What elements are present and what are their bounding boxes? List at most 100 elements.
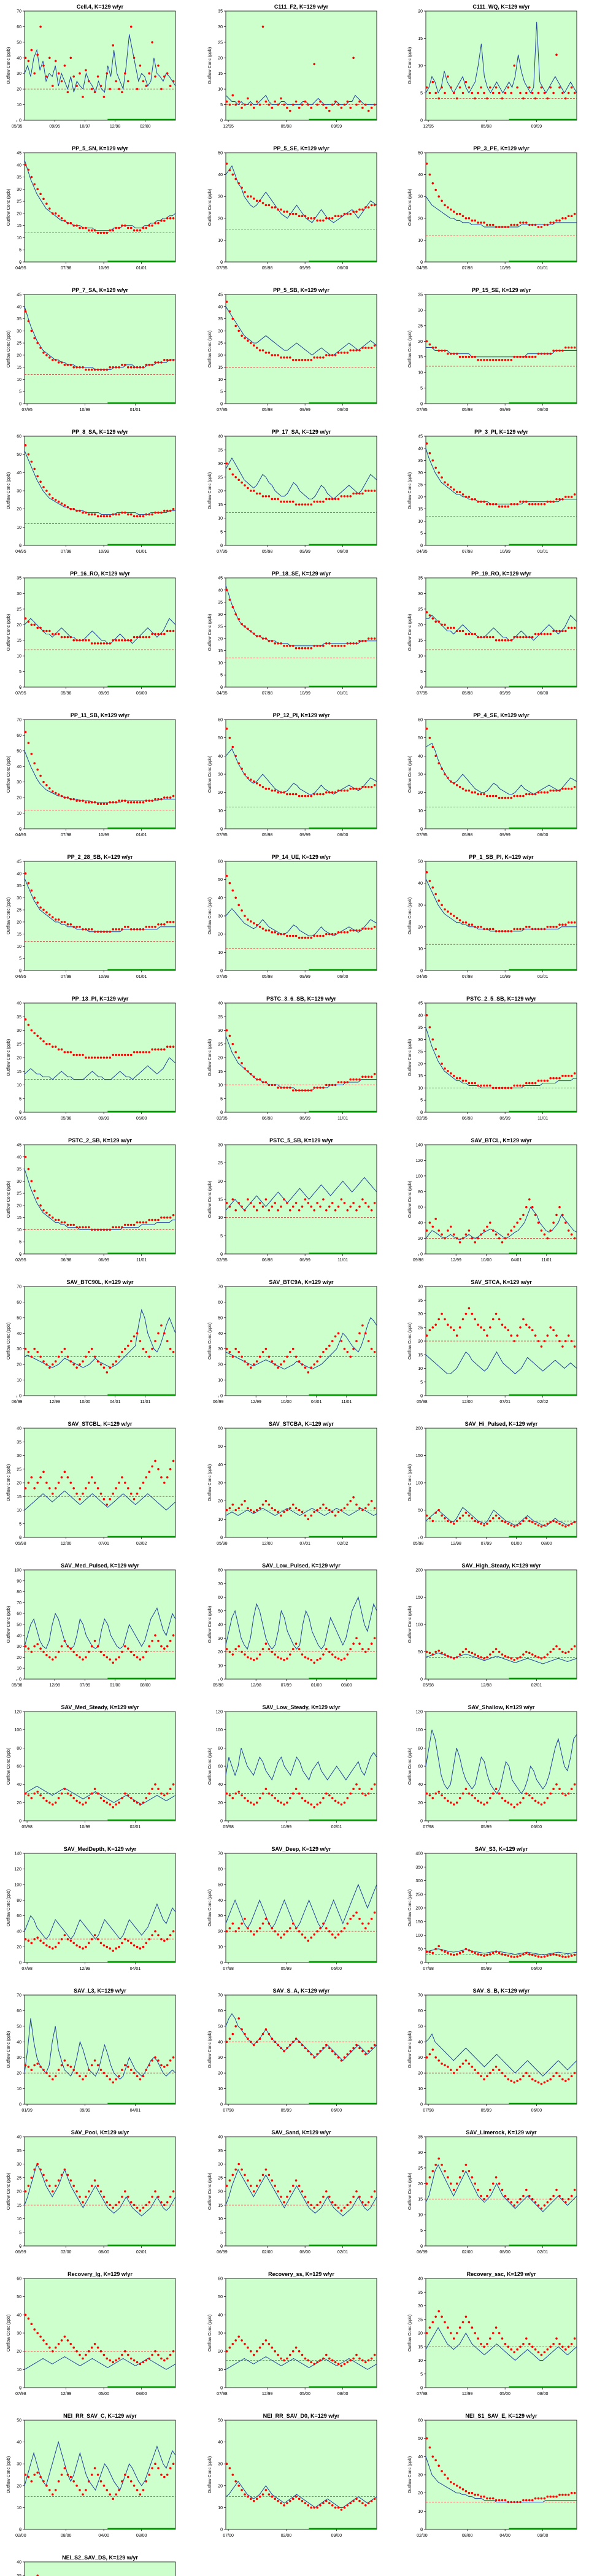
observed-point — [458, 1653, 461, 1656]
y-tick-label: 10 — [17, 103, 21, 107]
observed-point — [166, 1045, 169, 1048]
y-tick-label: 0 — [220, 2528, 223, 2532]
chart-panel: SAV_Med_Steady, K=129 w/yr02040608010012… — [7, 1704, 176, 1829]
y-tick-label: 40 — [418, 447, 423, 451]
observed-point — [313, 1661, 315, 1664]
plot-area — [24, 436, 176, 546]
observed-point — [461, 1514, 464, 1517]
observed-point — [109, 515, 111, 518]
observed-point — [352, 1202, 355, 1204]
observed-point — [543, 1656, 546, 1659]
observed-point — [540, 1079, 543, 1082]
y-tick-label: 20 — [418, 1237, 423, 1241]
observed-point — [531, 793, 534, 796]
y-tick-label: 50 — [17, 1623, 21, 1628]
observed-point — [106, 802, 109, 805]
observed-point — [301, 1205, 304, 1208]
x-tick-label: 06/99 — [98, 1258, 109, 1263]
observed-point — [537, 1801, 540, 1804]
observed-point — [513, 1806, 515, 1809]
observed-point — [258, 1797, 261, 1799]
observed-point — [228, 2179, 231, 2182]
observed-point — [555, 2072, 558, 2074]
observed-point — [231, 473, 234, 476]
observed-point — [39, 347, 42, 349]
observed-point — [340, 1659, 343, 1661]
observed-point — [231, 606, 234, 609]
observed-point — [298, 1209, 301, 1212]
observed-point — [234, 1209, 237, 1212]
y-tick-label: 10 — [418, 2213, 423, 2218]
x-tick-label: 07/98 — [423, 2109, 434, 2113]
observed-point — [60, 217, 63, 220]
observed-point — [283, 501, 285, 503]
observed-point — [441, 1514, 443, 1517]
x-tick-label: 07/98 — [262, 691, 273, 696]
y-tick-label: 10 — [17, 655, 21, 659]
observed-point — [244, 915, 246, 917]
y-tick-label: 60 — [218, 2009, 223, 2013]
y-axis-label: Outflow Conc (ppb) — [7, 1323, 11, 1359]
observed-point — [241, 909, 243, 912]
observed-point — [486, 1801, 488, 1804]
observed-point — [264, 637, 268, 640]
observed-point — [455, 2182, 458, 2185]
y-tick-label: 20 — [17, 2484, 21, 2488]
chart-panel: PP_11_SB, K=129 w/yr01020304050607004/95… — [7, 712, 176, 837]
y-tick-label: 15 — [17, 2204, 21, 2208]
x-tick-label: 11/01 — [541, 1258, 552, 1263]
observed-point — [531, 2197, 534, 2201]
observed-point — [331, 1797, 334, 1799]
observed-point — [343, 495, 346, 498]
observed-point — [549, 789, 552, 792]
observed-point — [534, 2080, 537, 2082]
observed-point — [27, 882, 30, 885]
observed-point — [441, 1949, 443, 1951]
observed-point — [373, 490, 376, 492]
observed-point — [540, 1803, 543, 1806]
observed-point — [468, 1082, 471, 1085]
x-tick-label: 12/98 — [49, 1683, 60, 1688]
y-axis-label: Outflow Conc (ppb) — [208, 2315, 212, 2351]
observed-point — [458, 2066, 461, 2068]
x-tick-label: 04/95 — [15, 833, 26, 837]
y-tick-label: 40 — [418, 2277, 423, 2282]
observed-point — [301, 359, 304, 361]
observed-point — [441, 904, 443, 906]
observed-point — [510, 2348, 512, 2351]
observed-point — [434, 1512, 437, 1514]
y-tick-label: 20 — [218, 2484, 223, 2488]
y-tick-label: 15 — [418, 1074, 423, 1078]
observed-point — [142, 1347, 145, 1350]
observed-point — [316, 103, 318, 106]
chart-title: SAV_BTC9A, K=129 w/yr — [269, 1279, 334, 1285]
simulated-series-line — [24, 1903, 176, 1940]
observed-point — [441, 476, 443, 479]
observed-point — [109, 1498, 111, 1501]
observed-point — [543, 91, 546, 94]
observed-point — [52, 359, 54, 361]
y-tick-label: 5 — [420, 386, 423, 391]
observed-point — [72, 2185, 75, 2187]
x-tick-label: 05/99 — [481, 1825, 492, 1829]
x-tick-label: 07/95 — [417, 691, 428, 696]
observed-point — [477, 926, 479, 928]
observed-point — [510, 639, 512, 642]
y-tick-label: 20 — [17, 623, 21, 628]
observed-point — [24, 56, 27, 60]
observed-point — [358, 2499, 361, 2502]
x-tick-label: 04/01 — [311, 1400, 322, 1404]
observed-point — [519, 2197, 522, 2201]
y-tick-label: 0 — [19, 828, 21, 832]
observed-point — [102, 1366, 106, 1369]
y-tick-label: 15 — [218, 649, 223, 653]
observed-point — [447, 910, 449, 913]
observed-point — [69, 1482, 72, 1484]
observed-point — [474, 1241, 476, 1244]
x-tick-label: 06/00 — [537, 833, 549, 837]
y-tick-label: 0 — [220, 402, 223, 407]
observed-point — [319, 1205, 322, 1208]
observed-point — [133, 515, 136, 518]
x-tick-label: 01/01 — [130, 408, 141, 412]
observed-point — [564, 2348, 567, 2351]
